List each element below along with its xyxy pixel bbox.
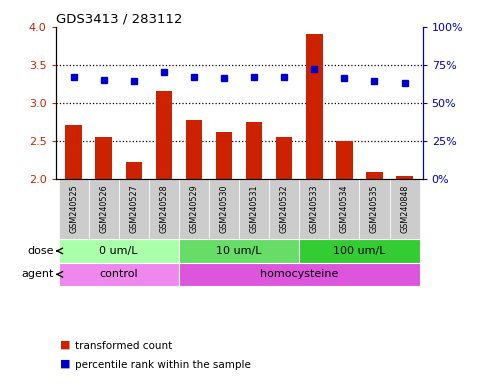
Bar: [96, 137, 112, 179]
Bar: [359, 179, 389, 239]
Bar: [336, 141, 353, 179]
Bar: [119, 179, 149, 239]
Text: GSM240535: GSM240535: [370, 185, 379, 233]
Bar: [185, 120, 202, 179]
Bar: [299, 179, 329, 239]
Text: GSM240525: GSM240525: [69, 184, 78, 233]
Text: GSM240528: GSM240528: [159, 185, 169, 233]
Bar: [246, 122, 262, 179]
Bar: [58, 239, 179, 263]
Bar: [269, 179, 299, 239]
Text: GSM240848: GSM240848: [400, 185, 409, 233]
Bar: [65, 126, 82, 179]
Text: dose: dose: [28, 246, 54, 256]
Bar: [299, 239, 420, 263]
Bar: [156, 91, 172, 179]
Text: percentile rank within the sample: percentile rank within the sample: [75, 360, 251, 370]
Bar: [58, 179, 89, 239]
Text: GSM240531: GSM240531: [250, 185, 258, 233]
Bar: [396, 175, 413, 179]
Text: GSM240530: GSM240530: [220, 185, 228, 233]
Text: agent: agent: [22, 269, 54, 280]
Text: 10 um/L: 10 um/L: [216, 246, 262, 256]
Bar: [366, 172, 383, 179]
Bar: [58, 263, 179, 286]
Bar: [276, 137, 293, 179]
Bar: [149, 179, 179, 239]
Bar: [209, 179, 239, 239]
Bar: [126, 162, 142, 179]
Text: GSM240529: GSM240529: [189, 184, 199, 233]
Text: 0 um/L: 0 um/L: [99, 246, 138, 256]
Text: homocysteine: homocysteine: [260, 269, 339, 280]
Text: GSM240532: GSM240532: [280, 185, 289, 233]
Bar: [239, 179, 269, 239]
Bar: [179, 179, 209, 239]
Text: ■: ■: [60, 339, 71, 349]
Bar: [179, 263, 420, 286]
Bar: [216, 132, 232, 179]
Text: GSM240533: GSM240533: [310, 185, 319, 233]
Text: GSM240534: GSM240534: [340, 185, 349, 233]
Bar: [306, 35, 323, 179]
Text: control: control: [99, 269, 138, 280]
Text: 100 um/L: 100 um/L: [333, 246, 386, 256]
Bar: [329, 179, 359, 239]
Text: ■: ■: [60, 359, 71, 369]
Bar: [389, 179, 420, 239]
Text: GDS3413 / 283112: GDS3413 / 283112: [56, 13, 182, 26]
Bar: [89, 179, 119, 239]
Text: transformed count: transformed count: [75, 341, 172, 351]
Bar: [179, 239, 299, 263]
Text: GSM240526: GSM240526: [99, 185, 108, 233]
Text: GSM240527: GSM240527: [129, 184, 138, 233]
